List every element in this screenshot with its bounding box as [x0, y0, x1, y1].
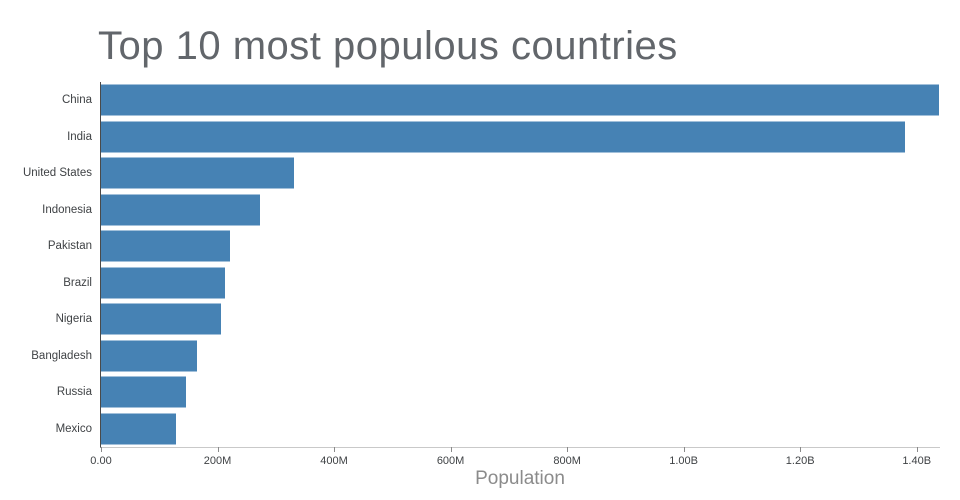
- y-tick-label: Russia: [56, 386, 92, 399]
- bar-row-bangladesh: Bangladesh: [31, 338, 940, 375]
- x-tick-label: 1.20B: [785, 455, 815, 467]
- y-tick-label: India: [67, 130, 92, 143]
- bar: [101, 157, 294, 189]
- bar-row-china: China: [62, 82, 940, 119]
- bar: [101, 267, 225, 299]
- bar: [101, 84, 940, 116]
- bar: [101, 230, 230, 262]
- x-tick-mark: [683, 447, 685, 452]
- y-tick-label: Brazil: [63, 276, 92, 289]
- chart-title: Top 10 most populous countries: [98, 24, 678, 68]
- x-tick-label: 200M: [203, 455, 232, 467]
- bar: [101, 121, 906, 153]
- bar-row-indonesia: Indonesia: [42, 192, 940, 229]
- x-tick-mark: [567, 447, 569, 452]
- y-tick-label: Nigeria: [55, 313, 92, 326]
- x-tick-label: 1.40B: [902, 455, 932, 467]
- bar-row-brazil: Brazil: [63, 265, 940, 302]
- y-tick-label: Pakistan: [47, 240, 92, 253]
- bar-row-mexico: Mexico: [56, 411, 940, 448]
- x-tick-label: 0.00: [90, 455, 112, 467]
- bar-row-united-states: United States: [23, 155, 940, 192]
- y-tick-label: Bangladesh: [31, 349, 92, 362]
- x-tick-mark: [916, 447, 918, 452]
- bar-row-pakistan: Pakistan: [48, 228, 940, 265]
- y-tick-label: Mexico: [55, 422, 92, 435]
- x-tick-label: 600M: [436, 455, 465, 467]
- x-tick-label: 400M: [320, 455, 348, 467]
- x-tick-mark: [800, 447, 802, 452]
- bar-row-india: India: [67, 119, 940, 156]
- x-tick-mark: [101, 447, 102, 452]
- y-tick-label: United States: [22, 167, 92, 180]
- bar: [101, 194, 261, 226]
- bar-row-nigeria: Nigeria: [56, 301, 940, 338]
- x-tick-mark: [334, 447, 336, 452]
- x-axis-label: Population: [475, 468, 565, 489]
- bar: [101, 376, 186, 408]
- x-tick-mark: [217, 447, 219, 452]
- bar: [101, 413, 177, 445]
- bar: [101, 340, 197, 372]
- y-tick-label: Indonesia: [42, 203, 92, 216]
- x-tick-label: 1.00B: [669, 455, 698, 467]
- bar: [101, 303, 222, 335]
- x-tick-mark: [450, 447, 452, 452]
- x-tick-label: 800M: [553, 455, 581, 467]
- bar-row-russia: Russia: [57, 374, 940, 411]
- plot-area: China India United States Indonesia Pakistan…: [23, 82, 940, 467]
- y-tick-label: China: [61, 94, 92, 107]
